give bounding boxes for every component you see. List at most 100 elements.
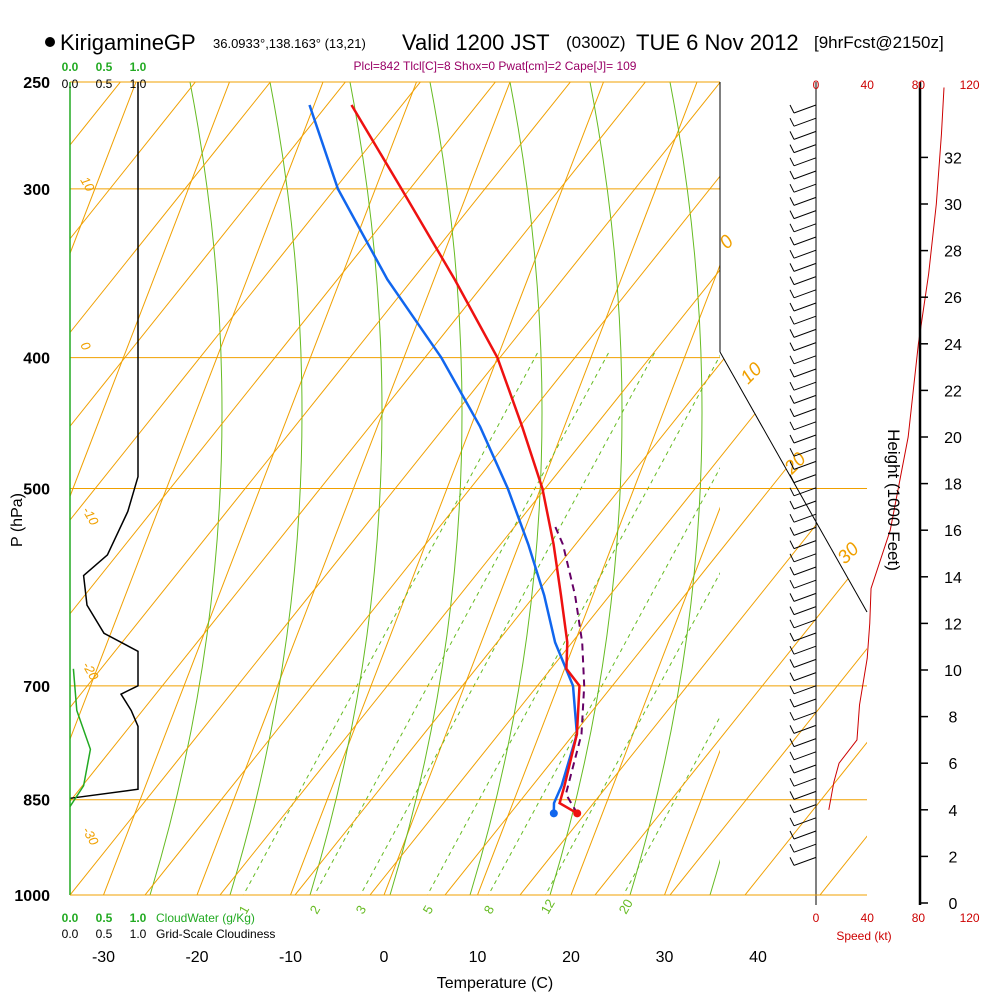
wind-barb [793,342,817,352]
wind-barb-flag [789,117,795,127]
wind-barb-flag [789,698,795,708]
wind-barb [793,487,817,497]
cloudiness-tick-top: 0.5 [96,77,113,91]
cloudiness-axis-title: Grid-Scale Cloudiness [156,927,275,941]
wind-barb-flag [789,276,795,285]
speed-tick-label-top: 40 [861,78,875,92]
dry-adiabat-line [70,82,271,895]
forecast-info: [9hrFcst@2150z] [814,33,944,52]
wind-barb-flag [789,289,795,299]
wind-barb-flag [789,659,795,668]
side-panels [69,82,945,895]
wind-barb [793,500,817,510]
wind-barb-flag [789,857,795,866]
height-tick-label: 26 [944,290,962,307]
wind-barb-flag [789,513,795,523]
wind-barb [793,606,817,616]
cloud-water-tick-top: 0.0 [62,60,79,74]
wind-barb [793,790,817,800]
wind-barb [793,262,817,272]
dry-adiabat-line [594,82,867,895]
wind-barb [793,289,817,299]
wind-barb-flag [789,197,795,206]
wind-barb [793,843,817,853]
height-tick-label: 22 [944,383,962,400]
station-bullet [45,37,55,47]
wind-barb [793,434,817,444]
cloudiness-tick-bottom: 1.0 [130,927,147,941]
cloud-water-tick-bottom: 1.0 [130,911,147,925]
x-tick-label: 30 [656,949,674,966]
height-axis-title: Height (1000 Feet) [884,429,903,571]
wind-barb [793,408,817,418]
moist-adiabat-line [389,82,463,895]
height-tick-label: 8 [949,710,958,727]
temperature-trace [350,104,581,815]
wind-barb [793,751,817,761]
adiabat-label: 30 [834,538,864,568]
wind-speed-trace [828,87,945,810]
wind-barb-flag [789,632,795,642]
wind-barb [793,711,817,721]
speed-axis-title: Speed (kt) [836,929,891,943]
height-tick-label: 20 [944,430,962,447]
dry-adiabat-line [744,82,867,895]
cloud-water-tick-bottom: 0.5 [96,911,113,925]
wind-barb [793,698,817,708]
wind-barb [793,223,817,233]
x-tick-label: -30 [92,949,115,966]
wind-barb-flag [789,500,795,510]
wind-barb-flag [789,685,795,695]
wind-barb-flag [789,791,795,800]
x-tick-label: 40 [749,949,767,966]
isotherm-label: 10 [77,174,98,195]
wind-barb-flag [789,144,795,153]
wind-barb-flag [789,104,795,114]
cloudiness-tick-bottom: 0.0 [62,927,79,941]
moist-adiabat-line [629,82,703,895]
wind-barb [793,658,817,668]
height-tick-label: 18 [944,477,962,494]
wind-barb-flag [789,777,795,787]
speed-tick-label-bottom: 120 [960,911,980,925]
cloud-water-tick-top: 1.0 [130,60,147,74]
wind-barb [793,196,817,206]
height-tick-label: 28 [944,244,962,261]
moist-adiabat-line [149,82,223,895]
wind-barb [793,592,817,602]
wind-barb-flag [789,223,795,233]
wind-barb-flag [789,421,795,431]
wind-barb-flag [789,751,795,761]
wind-barb [793,738,817,748]
chart-axes: 0246810121416182022242628303200404080801… [14,60,980,966]
cloud-water-trace [69,668,92,807]
wind-barb [793,117,817,127]
wind-barb [793,685,817,695]
mixing-ratio-line [544,572,720,895]
pressure-tick-label: 700 [23,679,50,696]
wind-barb-flag [789,593,795,602]
wind-barb [793,144,817,154]
dry-adiabat-line [70,82,196,895]
speed-tick-label-bottom: 40 [861,911,875,925]
cloudiness-tick-bottom: 0.5 [96,927,113,941]
wind-barb-flag [789,764,795,774]
height-tick-label: 0 [949,896,958,913]
surface-temperature-dot [573,809,582,818]
cloud-water-tick-top: 0.5 [96,60,113,74]
valid-time: Valid 1200 JST [402,30,550,55]
wind-barb [793,276,817,286]
mixing-ratio-line [359,351,656,895]
x-axis-title: Temperature (C) [437,975,553,992]
dry-adiabat-line [669,82,867,895]
wind-barb-flag [789,249,795,259]
mixing-ratio-line [622,715,720,895]
wind-barb-flag [789,342,795,351]
wind-barb-flag [789,738,795,747]
pressure-tick-label: 850 [23,793,50,810]
adiabat-label: 10 [737,358,767,388]
wind-barb [793,302,817,312]
wind-barb [793,672,817,682]
moist-adiabat-line [469,82,543,895]
x-tick-label: 0 [380,949,389,966]
